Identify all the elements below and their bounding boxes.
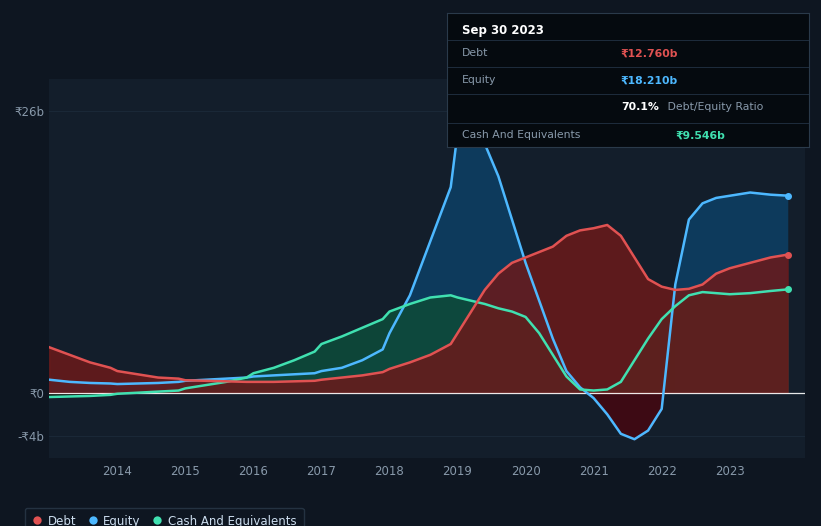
Text: Cash And Equivalents: Cash And Equivalents	[462, 130, 580, 140]
Text: Debt: Debt	[462, 48, 488, 58]
Text: ₹18.210b: ₹18.210b	[621, 75, 678, 85]
Text: Debt/Equity Ratio: Debt/Equity Ratio	[664, 102, 764, 112]
Legend: Debt, Equity, Cash And Equivalents: Debt, Equity, Cash And Equivalents	[25, 508, 304, 526]
Text: 70.1%: 70.1%	[621, 102, 658, 112]
Text: ₹12.760b: ₹12.760b	[621, 48, 678, 58]
Text: Sep 30 2023: Sep 30 2023	[462, 24, 544, 37]
Text: ₹9.546b: ₹9.546b	[675, 130, 725, 140]
Text: Equity: Equity	[462, 75, 496, 85]
